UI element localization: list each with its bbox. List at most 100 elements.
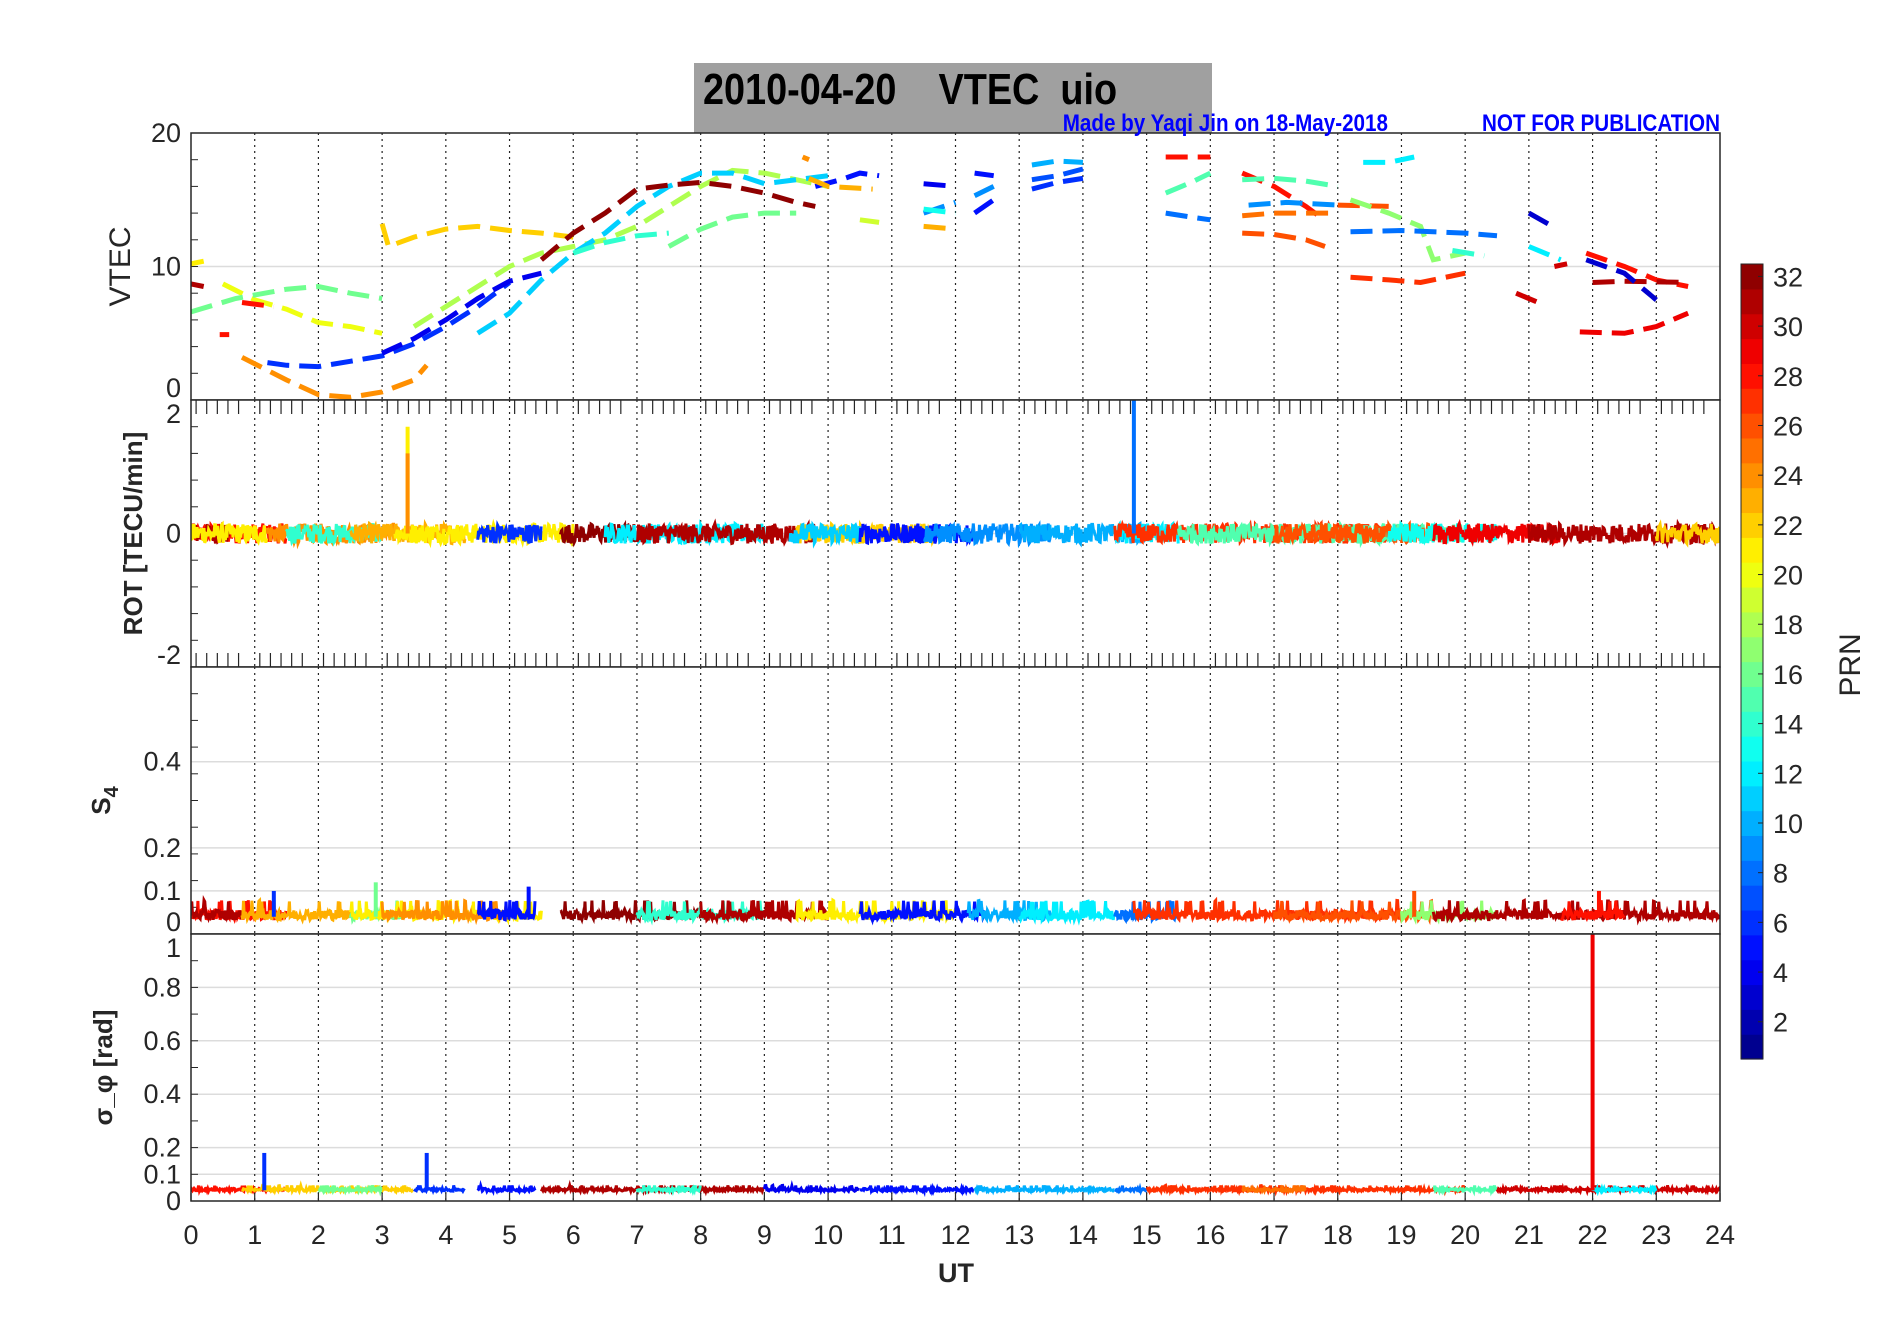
y-axis-label-sigma: σ_φ [rad] [88, 1010, 118, 1126]
y-tick-label: 20 [151, 118, 181, 148]
vtec-series-prn-26 [1337, 202, 1389, 209]
y-tick-label: 0 [166, 1186, 181, 1216]
sigma-series-prn-16 [317, 1184, 383, 1197]
colorbar-frame [1740, 263, 1764, 1060]
vtec-series-prn-15 [1242, 175, 1339, 189]
vtec-series-prn-5 [814, 170, 880, 189]
colorbar-tick-label: 12 [1773, 759, 1803, 789]
x-tick-label: 22 [1578, 1220, 1608, 1250]
vtec-series-prn-23 [808, 176, 873, 192]
data-layer [191, 154, 1690, 400]
s4-series-prn-5 [477, 900, 537, 922]
colorbar-level [1741, 363, 1763, 389]
colorbar-level [1741, 711, 1763, 737]
vtec-series-prn-5 [973, 197, 996, 216]
colorbar-level [1741, 1034, 1763, 1060]
sigma-series-prn-8 [1114, 1182, 1148, 1196]
colorbar-tick-label: 16 [1773, 660, 1803, 690]
colorbar-level [1741, 984, 1763, 1010]
x-tick-label: 20 [1450, 1220, 1480, 1250]
s4-series-prn-23 [240, 897, 352, 925]
x-axis-label: UT [938, 1258, 974, 1288]
colorbar-level [1741, 562, 1763, 588]
x-tick-label: 2 [311, 1220, 326, 1250]
vtec-series-prn-6 [1031, 175, 1084, 192]
colorbar-level [1741, 264, 1763, 290]
panel-vtec: 0 10 20 VTEC [104, 118, 1721, 403]
figure-title: 2010-04-20 VTEC uio [703, 64, 1117, 113]
y-tick-label: 0.2 [143, 1133, 181, 1163]
y-tick-label: 2 [166, 399, 181, 429]
y-tick-label: 0.4 [143, 1079, 181, 1109]
colorbar-label: PRN [1834, 633, 1867, 696]
y-tick-label: 1 [166, 933, 181, 963]
colorbar-tick-label: 10 [1773, 809, 1803, 839]
colorbar-level [1741, 785, 1763, 812]
x-tick-label: 24 [1705, 1220, 1735, 1250]
x-tick-label: 18 [1323, 1220, 1353, 1250]
y-tick-label: 0.2 [143, 833, 181, 863]
y-tick-label: 0.1 [143, 876, 181, 906]
colorbar-level [1741, 537, 1763, 563]
vtec-series-prn-12 [1527, 244, 1562, 263]
colorbar-level [1741, 686, 1763, 712]
s4-series-prn-5 [858, 900, 989, 926]
vtec-series-prn-15 [1164, 170, 1212, 196]
y-axis-label-vtec: VTEC [104, 226, 137, 306]
vtec-series-prn-19 [859, 217, 880, 225]
colorbar-tick-label: 4 [1773, 958, 1788, 988]
rot-series-prn-12 [603, 518, 766, 547]
rot-series-prn-9 [922, 520, 1053, 549]
s4-series-prn-26 [1272, 898, 1435, 926]
sigma-series-prn-25 [1241, 1183, 1307, 1196]
colorbar-level [1741, 959, 1763, 986]
x-tick-label: 16 [1195, 1220, 1225, 1250]
rot-series-prn-31 [635, 518, 817, 547]
colorbar-level [1741, 388, 1763, 414]
colorbar-level [1741, 586, 1763, 613]
vtec-series-prn-3 [1527, 210, 1550, 226]
vtec-series-prn-32 [539, 179, 816, 262]
x-tick-label: 8 [693, 1220, 708, 1250]
rot-series-prn-11 [788, 520, 861, 549]
colorbar-level [1741, 313, 1763, 340]
x-tick-label: 9 [757, 1220, 772, 1250]
sigma-series-prn-6 [413, 1183, 466, 1196]
x-tick-label: 11 [878, 1220, 906, 1250]
colorbar-level [1741, 288, 1763, 315]
data-layer [191, 400, 1720, 550]
colorbar-level [1741, 736, 1763, 762]
x-tick-label: 4 [438, 1220, 453, 1250]
colorbar-level [1741, 860, 1763, 886]
vtec-series-prn-14 [572, 230, 670, 256]
colorbar-level [1741, 487, 1763, 514]
vtec-series-prn-10 [1031, 158, 1084, 168]
vtec-series-prn-5 [974, 170, 995, 179]
sigma-series-prn-27 [1145, 1183, 1466, 1197]
y-axis-label-s4: S4 [86, 785, 123, 814]
x-tick-label: 14 [1068, 1220, 1098, 1250]
y-tick-label: 0 [166, 373, 181, 403]
x-tick-label: 12 [940, 1220, 970, 1250]
colorbar-tick-label: 24 [1773, 461, 1803, 491]
vtec-series-prn-18 [412, 167, 829, 329]
sigma-series-prn-12 [1591, 1183, 1658, 1197]
colorbar-level [1741, 462, 1763, 489]
vtec-series-prn-11 [476, 170, 829, 336]
vtec-series-prn-30 [1515, 290, 1543, 307]
vtec-series-prn-22 [379, 223, 574, 250]
title-box [694, 63, 1212, 136]
vtec-series-prn-9 [1248, 199, 1338, 208]
vtec-series-prn-23 [923, 223, 956, 232]
x-tick-label: 15 [1132, 1220, 1162, 1250]
vtec-series-prn-3 [1585, 257, 1658, 302]
sigma-series-prn-4 [762, 1180, 861, 1196]
s4-series-prn-31 [1431, 898, 1720, 926]
colorbar-level [1741, 1009, 1763, 1035]
colorbar-tick-label: 30 [1773, 312, 1803, 342]
x-tick-label: 7 [629, 1220, 644, 1250]
y-axis-label-rot: ROT [TECU/min] [118, 432, 148, 636]
x-tick-label: 6 [566, 1220, 581, 1250]
y-tick-label: 0 [166, 907, 181, 937]
